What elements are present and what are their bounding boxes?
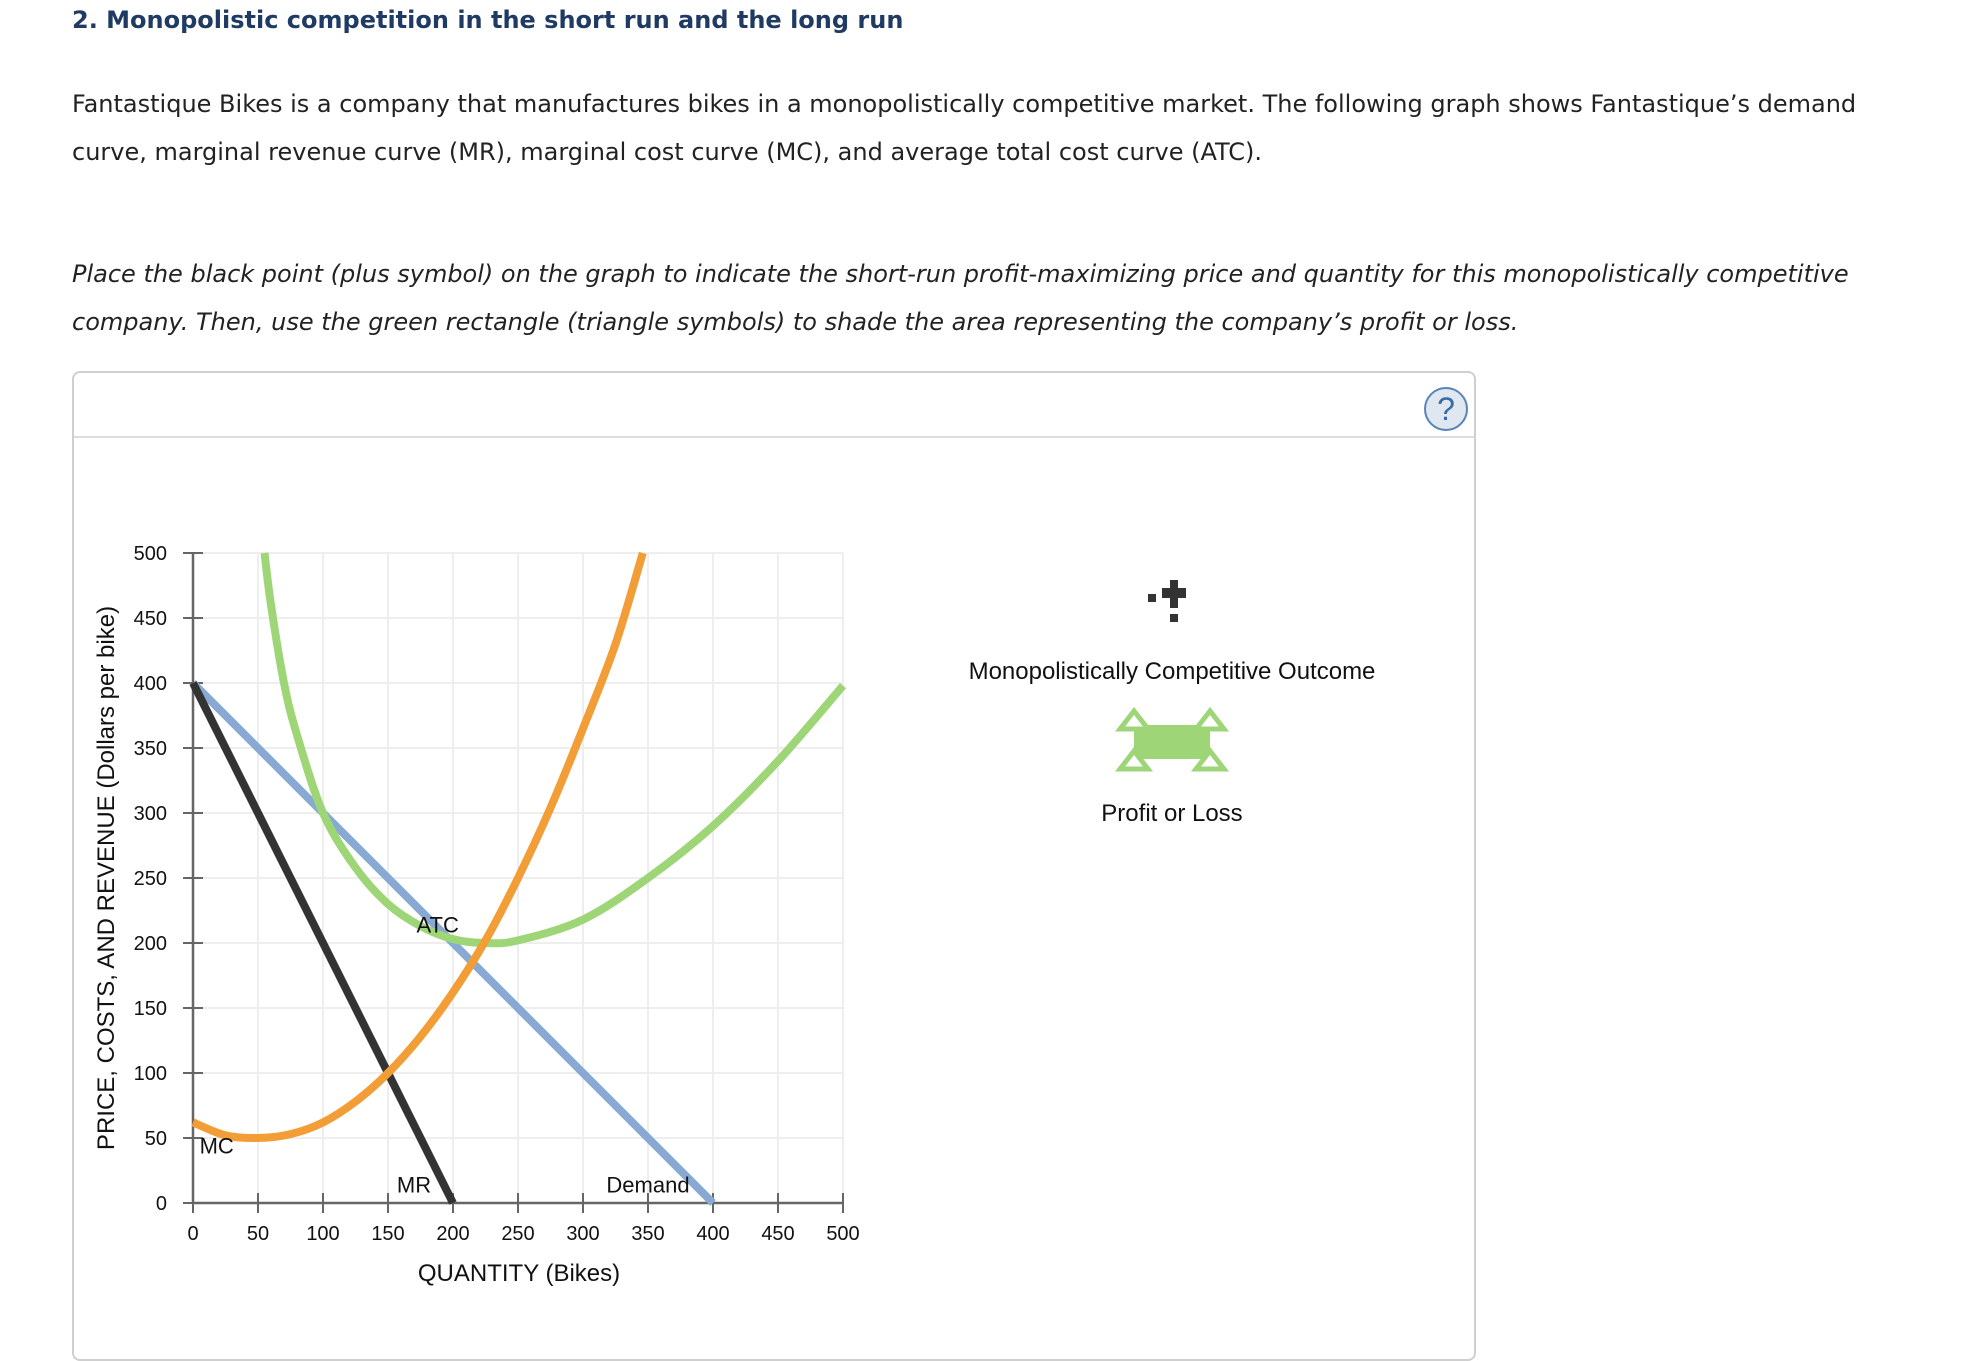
mc-curve bbox=[191, 551, 647, 1143]
y-tick-label: 250 bbox=[134, 868, 167, 890]
curves bbox=[189, 551, 847, 1206]
graph-panel: ? bbox=[72, 371, 1476, 1361]
y-tick-label: 200 bbox=[134, 933, 167, 955]
x-tick-label: 250 bbox=[501, 1223, 534, 1245]
point-tool-label: Monopolistically Competitive Outcome bbox=[968, 658, 1376, 685]
atc-label: ATC bbox=[417, 913, 459, 938]
profit-loss-rectangle-tool[interactable] bbox=[1114, 706, 1230, 772]
axes bbox=[183, 552, 844, 1213]
x-tick-label: 100 bbox=[306, 1223, 339, 1245]
area-tool-label: Profit or Loss bbox=[1101, 800, 1243, 827]
x-tick-label: 200 bbox=[436, 1223, 469, 1245]
instructions-paragraph: Place the black point (plus symbol) on t… bbox=[72, 260, 1849, 336]
x-tick-label: 450 bbox=[761, 1223, 794, 1245]
intro-paragraph: Fantastique Bikes is a company that manu… bbox=[72, 90, 1857, 166]
help-icon[interactable]: ? bbox=[1424, 387, 1468, 431]
y-tick-label: 0 bbox=[156, 1193, 167, 1215]
tick-labels: 0 50 100 150 200 250 300 350 400 450 500 0 50 100 150 2… bbox=[134, 543, 860, 1245]
atc-curve bbox=[260, 552, 847, 948]
mc-label: MC bbox=[200, 1134, 234, 1159]
x-tick-label: 0 bbox=[187, 1223, 198, 1245]
x-axis-label: QUANTITY (Bikes) bbox=[418, 1260, 620, 1287]
x-tick-label: 150 bbox=[371, 1223, 404, 1245]
mr-curve bbox=[189, 681, 457, 1205]
x-tick-label: 400 bbox=[696, 1223, 729, 1245]
y-tick-label: 50 bbox=[145, 1128, 167, 1150]
y-tick-label: 350 bbox=[134, 738, 167, 760]
question-title: 2. Monopolistic competition in the short… bbox=[72, 6, 904, 34]
y-tick-label: 150 bbox=[134, 998, 167, 1020]
mr-label: MR bbox=[397, 1173, 431, 1198]
x-tick-label: 300 bbox=[566, 1223, 599, 1245]
y-tick-label: 450 bbox=[134, 608, 167, 630]
demand-label: Demand bbox=[606, 1173, 689, 1198]
x-tick-label: 500 bbox=[826, 1223, 859, 1245]
x-tick-label: 50 bbox=[247, 1223, 269, 1245]
y-tick-label: 300 bbox=[134, 803, 167, 825]
y-axis-label: PRICE, COSTS, AND REVENUE (Dollars per b… bbox=[93, 606, 120, 1150]
y-tick-label: 400 bbox=[134, 673, 167, 695]
curve-labels: ATC MC MR Demand bbox=[200, 913, 690, 1198]
y-tick-label: 500 bbox=[134, 543, 167, 565]
x-tick-label: 350 bbox=[631, 1223, 664, 1245]
plus-point-tool[interactable] bbox=[1148, 580, 1186, 622]
panel-header: ? bbox=[74, 373, 1474, 438]
y-tick-label: 100 bbox=[134, 1063, 167, 1085]
